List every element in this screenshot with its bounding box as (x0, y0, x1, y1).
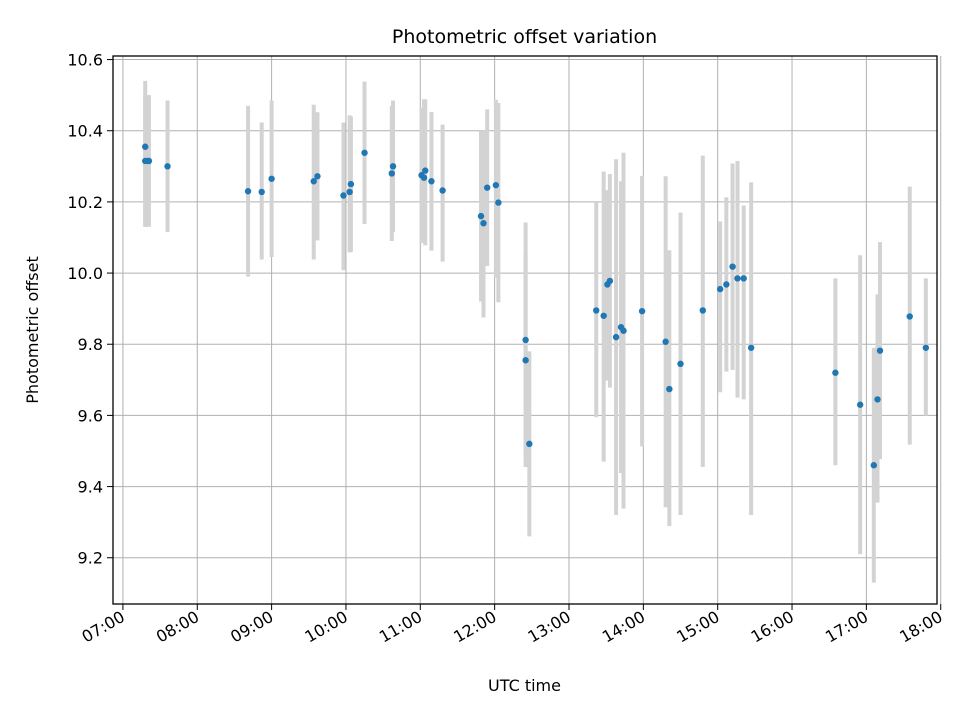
data-point (142, 143, 149, 150)
data-point (522, 336, 529, 344)
data-point (593, 307, 600, 314)
data-point (699, 307, 707, 314)
data-point (522, 357, 529, 364)
data-point (164, 163, 171, 170)
data-point (439, 187, 446, 194)
data-point (716, 285, 724, 293)
data-point (346, 188, 353, 196)
y-tick-label: 9.2 (78, 549, 103, 568)
data-point (620, 327, 627, 334)
data-point (606, 277, 614, 285)
y-tick-label: 9.8 (78, 335, 103, 354)
data-point (922, 344, 930, 351)
y-axis-title: Photometric offset (23, 256, 42, 404)
data-point (388, 170, 395, 177)
data-point (666, 385, 673, 393)
data-point (526, 440, 533, 448)
x-axis-title: UTC time (488, 676, 561, 695)
data-points (142, 143, 930, 469)
data-point (677, 360, 684, 368)
y-tick-label: 10.2 (67, 193, 103, 212)
data-point (340, 192, 347, 199)
data-point (740, 275, 747, 282)
plot-area (112, 55, 938, 605)
data-point (874, 396, 881, 403)
data-point (662, 338, 669, 345)
y-tick-label: 10.0 (67, 264, 103, 283)
y-axis: 9.2 9.4 9.6 9.8 10.0 10.2 10.4 10.6 (67, 51, 113, 568)
data-point (428, 178, 435, 185)
data-point (244, 188, 252, 195)
data-point (600, 312, 607, 319)
data-point (310, 178, 317, 185)
data-point (734, 275, 741, 282)
data-point (906, 313, 913, 320)
data-point (495, 199, 502, 206)
data-point (747, 344, 755, 351)
data-point (268, 175, 275, 182)
data-point (422, 167, 429, 174)
y-tick-label: 10.4 (67, 122, 103, 141)
data-point (420, 174, 428, 181)
y-tick-label: 9.4 (78, 478, 103, 497)
data-point (723, 281, 730, 288)
y-tick-label: 9.6 (78, 406, 103, 425)
data-point (492, 181, 500, 189)
data-point (856, 401, 864, 408)
data-point (612, 333, 620, 341)
data-point (258, 188, 265, 196)
data-point (484, 184, 491, 191)
data-point (477, 212, 485, 220)
data-point (870, 462, 878, 469)
data-point (638, 307, 646, 315)
data-point (314, 173, 321, 180)
data-point (389, 163, 397, 170)
data-point (145, 157, 153, 165)
y-tick-label: 10.6 (67, 51, 103, 70)
data-point (876, 347, 884, 354)
chart-title: Photometric offset variation (392, 26, 657, 48)
data-point (361, 149, 368, 156)
data-point (347, 180, 355, 188)
data-point (729, 263, 736, 270)
data-point (832, 369, 839, 376)
data-point (480, 220, 487, 227)
